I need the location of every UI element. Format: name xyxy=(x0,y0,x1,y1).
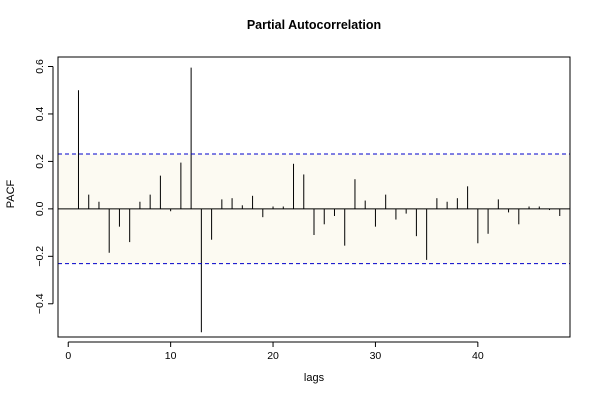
y-tick-label-2: 0.0 xyxy=(34,201,46,216)
plot-area: 0 10 20 30 40 −0.4 −0.2 0.0 0.2 0.4 0.6 xyxy=(34,56,571,362)
y-tick-label-0: −0.4 xyxy=(34,293,46,314)
x-tick-label-40: 40 xyxy=(472,350,484,362)
plot-frame xyxy=(57,56,571,338)
x-tick-label-0: 0 xyxy=(65,350,71,362)
x-tick-label-30: 30 xyxy=(370,350,382,362)
x-tick-label-10: 10 xyxy=(165,350,177,362)
chart-title: Partial Autocorrelation xyxy=(247,18,381,32)
y-tick-label-4: 0.4 xyxy=(34,106,46,121)
x-axis-label: lags xyxy=(304,372,325,384)
x-tick-label-20: 20 xyxy=(267,350,279,362)
y-axis-label: PACF xyxy=(5,179,17,208)
y-tick-label-5: 0.6 xyxy=(34,59,46,74)
y-tick-label-3: 0.2 xyxy=(34,154,46,169)
y-tick-label-1: −0.2 xyxy=(34,246,46,267)
